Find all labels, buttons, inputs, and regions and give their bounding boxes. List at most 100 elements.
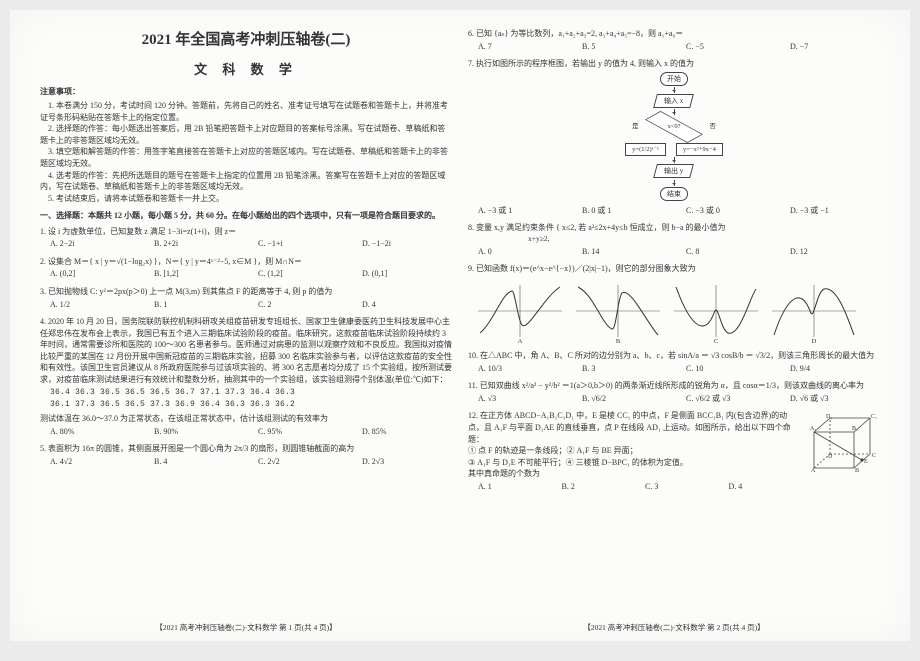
q9-graph-c: C: [670, 278, 762, 344]
q3-opt-b: B. 1: [154, 299, 244, 311]
q11-opt-c: C. √6/2 或 √3: [686, 393, 776, 405]
notice-item: 2. 选择题的作答：每小题选出答案后，用 2B 铅笔把答题卡上对应题目的答案标号…: [40, 123, 452, 146]
main-title: 2021 年全国高考冲刺压轴卷(二): [40, 28, 452, 49]
fc-output-y: 输出 y: [653, 164, 694, 178]
svg-text:D: D: [828, 454, 833, 460]
question-11: 11. 已知双曲线 x²/a² − y²/b² ＝1(a＞0,b＞0) 的两条渐…: [468, 380, 880, 407]
q7-opt-a: A. −3 或 1: [478, 205, 568, 217]
q1-opt-c: C. −1+i: [258, 238, 348, 250]
question-2: 2. 设集合 M＝{ x | y＝√(1−log₂x) }，N＝{ y | y＝…: [40, 256, 452, 283]
q2-opt-d: D. (0,1]: [362, 268, 452, 280]
section-1-head: 一、选择题：本题共 12 小题，每小题 5 分，共 60 分。在每小题给出的四个…: [40, 210, 452, 221]
q4-opt-c: C. 95%: [258, 426, 348, 438]
q1-opt-a: A. 2−2i: [50, 238, 140, 250]
q6-opt-d: D. −7: [790, 41, 880, 53]
subject-title: 文 科 数 学: [40, 59, 452, 78]
page-footer-1: 【2021 高考冲刺压轴卷(二)·文科数学 第 1 页(共 4 页)】: [40, 618, 452, 633]
svg-text:D₁: D₁: [826, 414, 832, 420]
q8-opt-b: B. 14: [582, 246, 672, 258]
q9-label-d: D: [812, 337, 817, 346]
q3-opt-d: D. 4: [362, 299, 452, 311]
svg-text:B₁: B₁: [852, 426, 858, 432]
q7-opt-c: C. −3 或 0: [686, 205, 776, 217]
q6-opt-a: A. 7: [478, 41, 568, 53]
q7-opt-b: B. 0 或 1: [582, 205, 672, 217]
q8-opt-a: A. 0: [478, 246, 568, 258]
notice-block: 注意事项： 1. 本卷满分 150 分，考试时间 120 分钟。答题前，先将自己…: [40, 86, 452, 204]
q9-label-c: C: [714, 337, 718, 346]
q8-opt-c: C. 8: [686, 246, 776, 258]
question-1: 1. 设 i 为虚数单位，已知复数 z 满足 1−3i=z(1+i)，则 z＝ …: [40, 226, 452, 253]
q10-opt-d: D. 9/4: [790, 363, 880, 375]
fc-input-x: 输入 x: [653, 94, 694, 108]
fc-assign2: y=−x²+9x−4: [676, 143, 723, 156]
q1-opt-d: D. −1−2i: [362, 238, 452, 250]
fc-end: 结束: [660, 187, 688, 201]
q4-opt-a: A. 80%: [50, 426, 140, 438]
question-4: 4. 2020 年 10 月 20 日，国务院联防联控机制科研攻关组疫苗研发专班…: [40, 316, 452, 440]
notice-item: 4. 选考题的作答：先把所选题目的题号在答题卡上指定的位置用 2B 铅笔涂黑。答…: [40, 170, 452, 193]
q12-opt-c: C. 3: [645, 481, 715, 493]
q9-label-a: A: [518, 337, 523, 346]
notice-item: 3. 填空题和解答题的作答：用签字笔直接答在答题卡上对应的答题区域内。写在试题卷…: [40, 146, 452, 169]
svg-text:A: A: [811, 468, 816, 474]
question-5: 5. 表面积为 16π 的圆锥，其侧面展开图是一个圆心角为 2π/3 的扇形，则…: [40, 443, 452, 470]
q9-label-b: B: [616, 337, 620, 346]
q4-opt-d: D. 85%: [362, 426, 452, 438]
svg-text:C₁: C₁: [871, 414, 877, 420]
q9-graph-b: B: [572, 278, 664, 344]
flowchart-q7: 开始 输入 x 是 x<0? 否 y=(1/2)ˣ⁻¹ y=−x²+9x−4 输…: [609, 72, 739, 201]
q7-opt-d: D. −3 或 −1: [790, 205, 880, 217]
q5-opt-b: B. 4: [154, 456, 244, 468]
q4-paragraph: 4. 2020 年 10 月 20 日，国务院联防联控机制科研攻关组疫苗研发专班…: [40, 316, 452, 386]
question-9: 9. 已知函数 f(x)＝(e^x−e^{−x})／(2|x|−1)，则它的部分…: [468, 263, 880, 347]
q10-opt-b: B. 3: [582, 363, 672, 375]
page-footer-2: 【2021 高考冲刺压轴卷(二)·文科数学 第 2 页(共 4 页)】: [468, 618, 880, 633]
svg-text:A₁: A₁: [810, 426, 816, 432]
page-2: 6. 已知 {aₙ} 为等比数列，a₁+a₂+a₃=2, a₃+a₄+a₅=−8…: [460, 28, 888, 633]
q2-opt-a: A. (0,2]: [50, 268, 140, 280]
fc-label-yes: 是: [632, 122, 639, 131]
q11-opt-b: B. √6/2: [582, 393, 672, 405]
notice-item: 5. 考试结束后，请将本试题卷和答题卡一并上交。: [40, 193, 452, 205]
q4-data-row: 36.1 37.3 36.5 36.5 37.3 36.9 36.4 36.3 …: [50, 400, 452, 411]
svg-text:E: E: [864, 459, 868, 465]
question-8: 8. 变量 x,y 满足约束条件 { x≤2, 若 a²≤2x+4y≤b 恒成立…: [468, 222, 880, 260]
q10-opt-c: C. 10: [686, 363, 776, 375]
question-7: 7. 执行如图所示的程序框图，若输出 y 的值为 4, 则输入 x 的值为 开始…: [468, 58, 880, 219]
q9-graph-a: A: [474, 278, 566, 344]
q7-stem: 7. 执行如图所示的程序框图，若输出 y 的值为 4, 则输入 x 的值为: [468, 58, 880, 70]
exam-paper: 2021 年全国高考冲刺压轴卷(二) 文 科 数 学 注意事项： 1. 本卷满分…: [10, 10, 910, 641]
fc-start: 开始: [660, 72, 688, 86]
fc-arrow-icon: [674, 180, 675, 186]
page-1: 2021 年全国高考冲刺压轴卷(二) 文 科 数 学 注意事项： 1. 本卷满分…: [32, 28, 460, 633]
q2-opt-b: B. [1,2]: [154, 268, 244, 280]
fc-arrow-icon: [674, 157, 675, 163]
q5-opt-a: A. 4√2: [50, 456, 140, 468]
q5-opt-c: C. 2√2: [258, 456, 348, 468]
q6-opt-c: C. −5: [686, 41, 776, 53]
svg-text:B: B: [855, 468, 859, 474]
notice-item: 1. 本卷满分 150 分，考试时间 120 分钟。答题前，先将自己的姓名、准考…: [40, 100, 452, 123]
q3-opt-c: C. 2: [258, 299, 348, 311]
q4-data-row: 36.4 36.3 36.5 36.5 36.5 36.7 37.1 37.3 …: [50, 388, 452, 399]
q5-stem: 5. 表面积为 16π 的圆锥，其侧面展开图是一个圆心角为 2π/3 的扇形，则…: [40, 443, 452, 455]
q2-opt-c: C. (1,2]: [258, 268, 348, 280]
q11-opt-a: A. √3: [478, 393, 568, 405]
q4-line2: 测试体温在 36.0～37.0 为正常状态，在该组正常状态中，估计该组测试的有效…: [40, 413, 452, 425]
q5-opt-d: D. 2√3: [362, 456, 452, 468]
cube-figure: AB CD A₁B₁ C₁D₁ E: [802, 410, 880, 482]
question-10: 10. 在△ABC 中，角 A、B、C 所对的边分别为 a、b、c，若 sinA…: [468, 350, 880, 377]
q8-opt-d: D. 12: [790, 246, 880, 258]
fc-arrow-icon: [674, 87, 675, 93]
q9-stem: 9. 已知函数 f(x)＝(e^x−e^{−x})／(2|x|−1)，则它的部分…: [468, 263, 880, 275]
q12-opt-d: D. 4: [729, 481, 799, 493]
fc-arrow-icon: [674, 109, 675, 115]
fc-assign1: y=(1/2)ˣ⁻¹: [625, 143, 666, 156]
fc-label-no: 否: [710, 122, 717, 131]
q9-graph-d: D: [768, 278, 860, 344]
q8-stem: 8. 变量 x,y 满足约束条件 { x≤2, 若 a²≤2x+4y≤b 恒成立…: [468, 222, 880, 234]
q2-stem: 2. 设集合 M＝{ x | y＝√(1−log₂x) }，N＝{ y | y＝…: [40, 256, 452, 268]
q6-opt-b: B. 5: [582, 41, 672, 53]
q3-opt-a: A. 1/2: [50, 299, 140, 311]
